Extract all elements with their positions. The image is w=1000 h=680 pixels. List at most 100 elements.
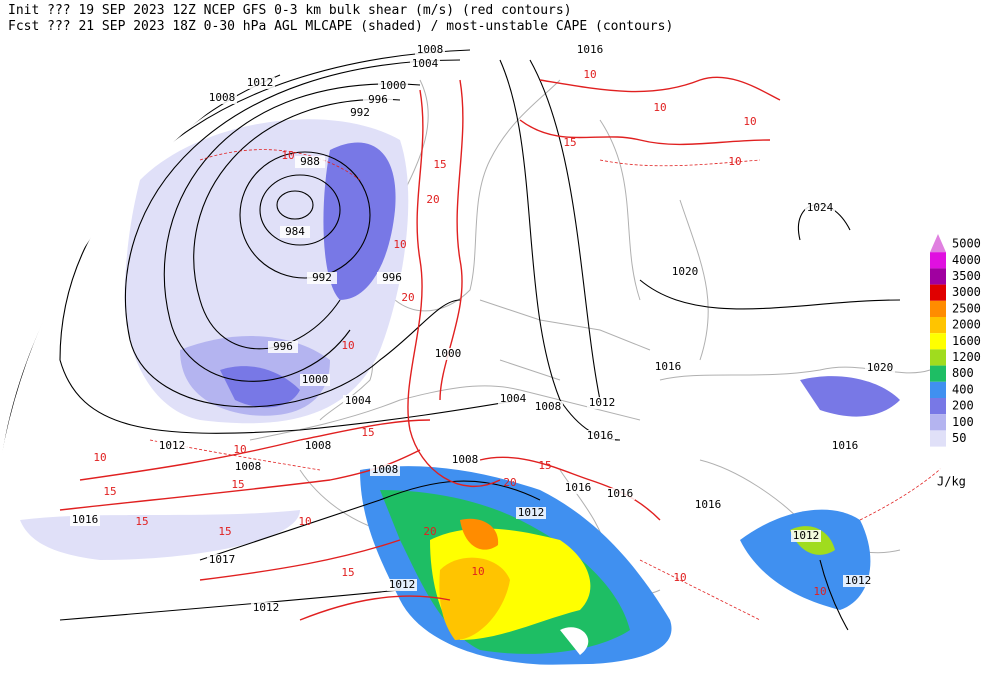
label-bg xyxy=(498,393,528,405)
shear-label: 10 xyxy=(728,155,741,168)
shear-label: 20 xyxy=(423,525,436,538)
isobar-label: 996 xyxy=(382,271,402,284)
shear-label: 15 xyxy=(433,158,446,171)
label-bg xyxy=(653,361,683,373)
shear-label: 10 xyxy=(93,451,106,464)
legend-swatch xyxy=(930,381,946,398)
label-bg xyxy=(251,602,281,614)
label-bg xyxy=(830,440,860,452)
shear-label: 10 xyxy=(233,443,246,456)
isobar-label: 1017 xyxy=(209,553,236,566)
label-bg xyxy=(343,395,373,407)
legend-label: 2500 xyxy=(952,301,981,315)
label-bg xyxy=(245,77,275,89)
label-bg xyxy=(533,401,563,413)
shear-label: 10 xyxy=(813,585,826,598)
shear-label: 10 xyxy=(281,149,294,162)
shear-label: 10 xyxy=(653,101,666,114)
isobar-label: 1012 xyxy=(845,574,872,587)
cape-shading xyxy=(20,119,900,665)
legend-swatch xyxy=(930,300,946,317)
isobar-label: 1004 xyxy=(412,57,439,70)
label-bg xyxy=(300,374,330,386)
shear-label: 20 xyxy=(401,291,414,304)
legend: 5000 4000 3500 3000 2500 2000 1600 1200 800 400 20… xyxy=(930,234,981,489)
label-bg xyxy=(207,92,237,104)
label-bg xyxy=(387,579,417,591)
label-bg xyxy=(370,464,400,476)
legend-swatch xyxy=(930,268,946,285)
isobar-label: 1012 xyxy=(159,439,186,452)
legend-swatch xyxy=(930,414,946,431)
legend-label: 800 xyxy=(952,366,974,380)
isobar-label: 1016 xyxy=(577,43,604,56)
label-bg xyxy=(450,454,480,466)
isobar-label: 1016 xyxy=(695,498,722,511)
shear-contours xyxy=(59,76,781,621)
isobar-label: 996 xyxy=(368,93,388,106)
legend-swatch xyxy=(930,252,946,269)
legend-label: 100 xyxy=(952,415,974,429)
label-bg xyxy=(207,554,237,566)
shear-label: 20 xyxy=(426,193,439,206)
label-bg xyxy=(670,266,700,278)
legend-label: 3000 xyxy=(952,285,981,299)
isobar-label: 992 xyxy=(350,106,370,119)
isobar-label: 996 xyxy=(273,340,293,353)
legend-label: 2000 xyxy=(952,318,981,332)
label-bg xyxy=(585,430,615,442)
shear-label: 15 xyxy=(135,515,148,528)
label-bg xyxy=(303,440,333,452)
isobar-label: 1008 xyxy=(535,400,562,413)
shear-label: 10 xyxy=(341,339,354,352)
isobar-label: 1004 xyxy=(345,394,372,407)
label-bg xyxy=(805,202,835,214)
label-bg xyxy=(587,397,617,409)
label-bg xyxy=(345,107,375,119)
isobar-label: 1016 xyxy=(587,429,614,442)
label-bg xyxy=(307,272,337,284)
shear-label: 10 xyxy=(743,115,756,128)
shear-label: 15 xyxy=(103,485,116,498)
label-bg xyxy=(157,440,187,452)
isobar-label: 1008 xyxy=(417,43,444,56)
label-bg xyxy=(70,514,100,526)
label-bg xyxy=(865,362,895,374)
isobar-label: 984 xyxy=(285,225,305,238)
legend-swatch xyxy=(930,317,946,334)
shear-label: 10 xyxy=(583,68,596,81)
label-bg xyxy=(433,348,463,360)
legend-label: 400 xyxy=(952,382,974,396)
legend-label: 200 xyxy=(952,399,974,413)
label-bg xyxy=(415,44,445,56)
label-bg xyxy=(280,226,310,238)
isobar-label: 1012 xyxy=(589,396,616,409)
legend-label: 1600 xyxy=(952,334,981,348)
label-bg xyxy=(843,575,873,587)
isobar-label: 1012 xyxy=(518,506,545,519)
isobar-label: 1016 xyxy=(832,439,859,452)
isobar-label: 1008 xyxy=(372,463,399,476)
isobar-label: 1008 xyxy=(305,439,332,452)
isobar-label: 1012 xyxy=(389,578,416,591)
shear-label: 10 xyxy=(393,238,406,251)
label-bg xyxy=(378,80,408,92)
header-line: Init ??? 19 SEP 2023 12Z NCEP GFS 0-3 km… xyxy=(8,3,572,18)
label-bg xyxy=(516,507,546,519)
label-bg xyxy=(563,482,593,494)
legend-unit: J/kg xyxy=(937,475,966,489)
label-bg xyxy=(363,94,393,106)
legend-label: 3500 xyxy=(952,269,981,283)
label-bg xyxy=(377,272,407,284)
label-bg xyxy=(268,341,298,353)
label-bg xyxy=(693,499,723,511)
shear-label: 10 xyxy=(673,571,686,584)
isobar-label: 1012 xyxy=(793,529,820,542)
shear-label: 20 xyxy=(503,476,516,489)
legend-swatch xyxy=(930,349,946,366)
shear-label: 15 xyxy=(218,525,231,538)
isobar-label: 1008 xyxy=(235,460,262,473)
label-bg xyxy=(233,461,263,473)
